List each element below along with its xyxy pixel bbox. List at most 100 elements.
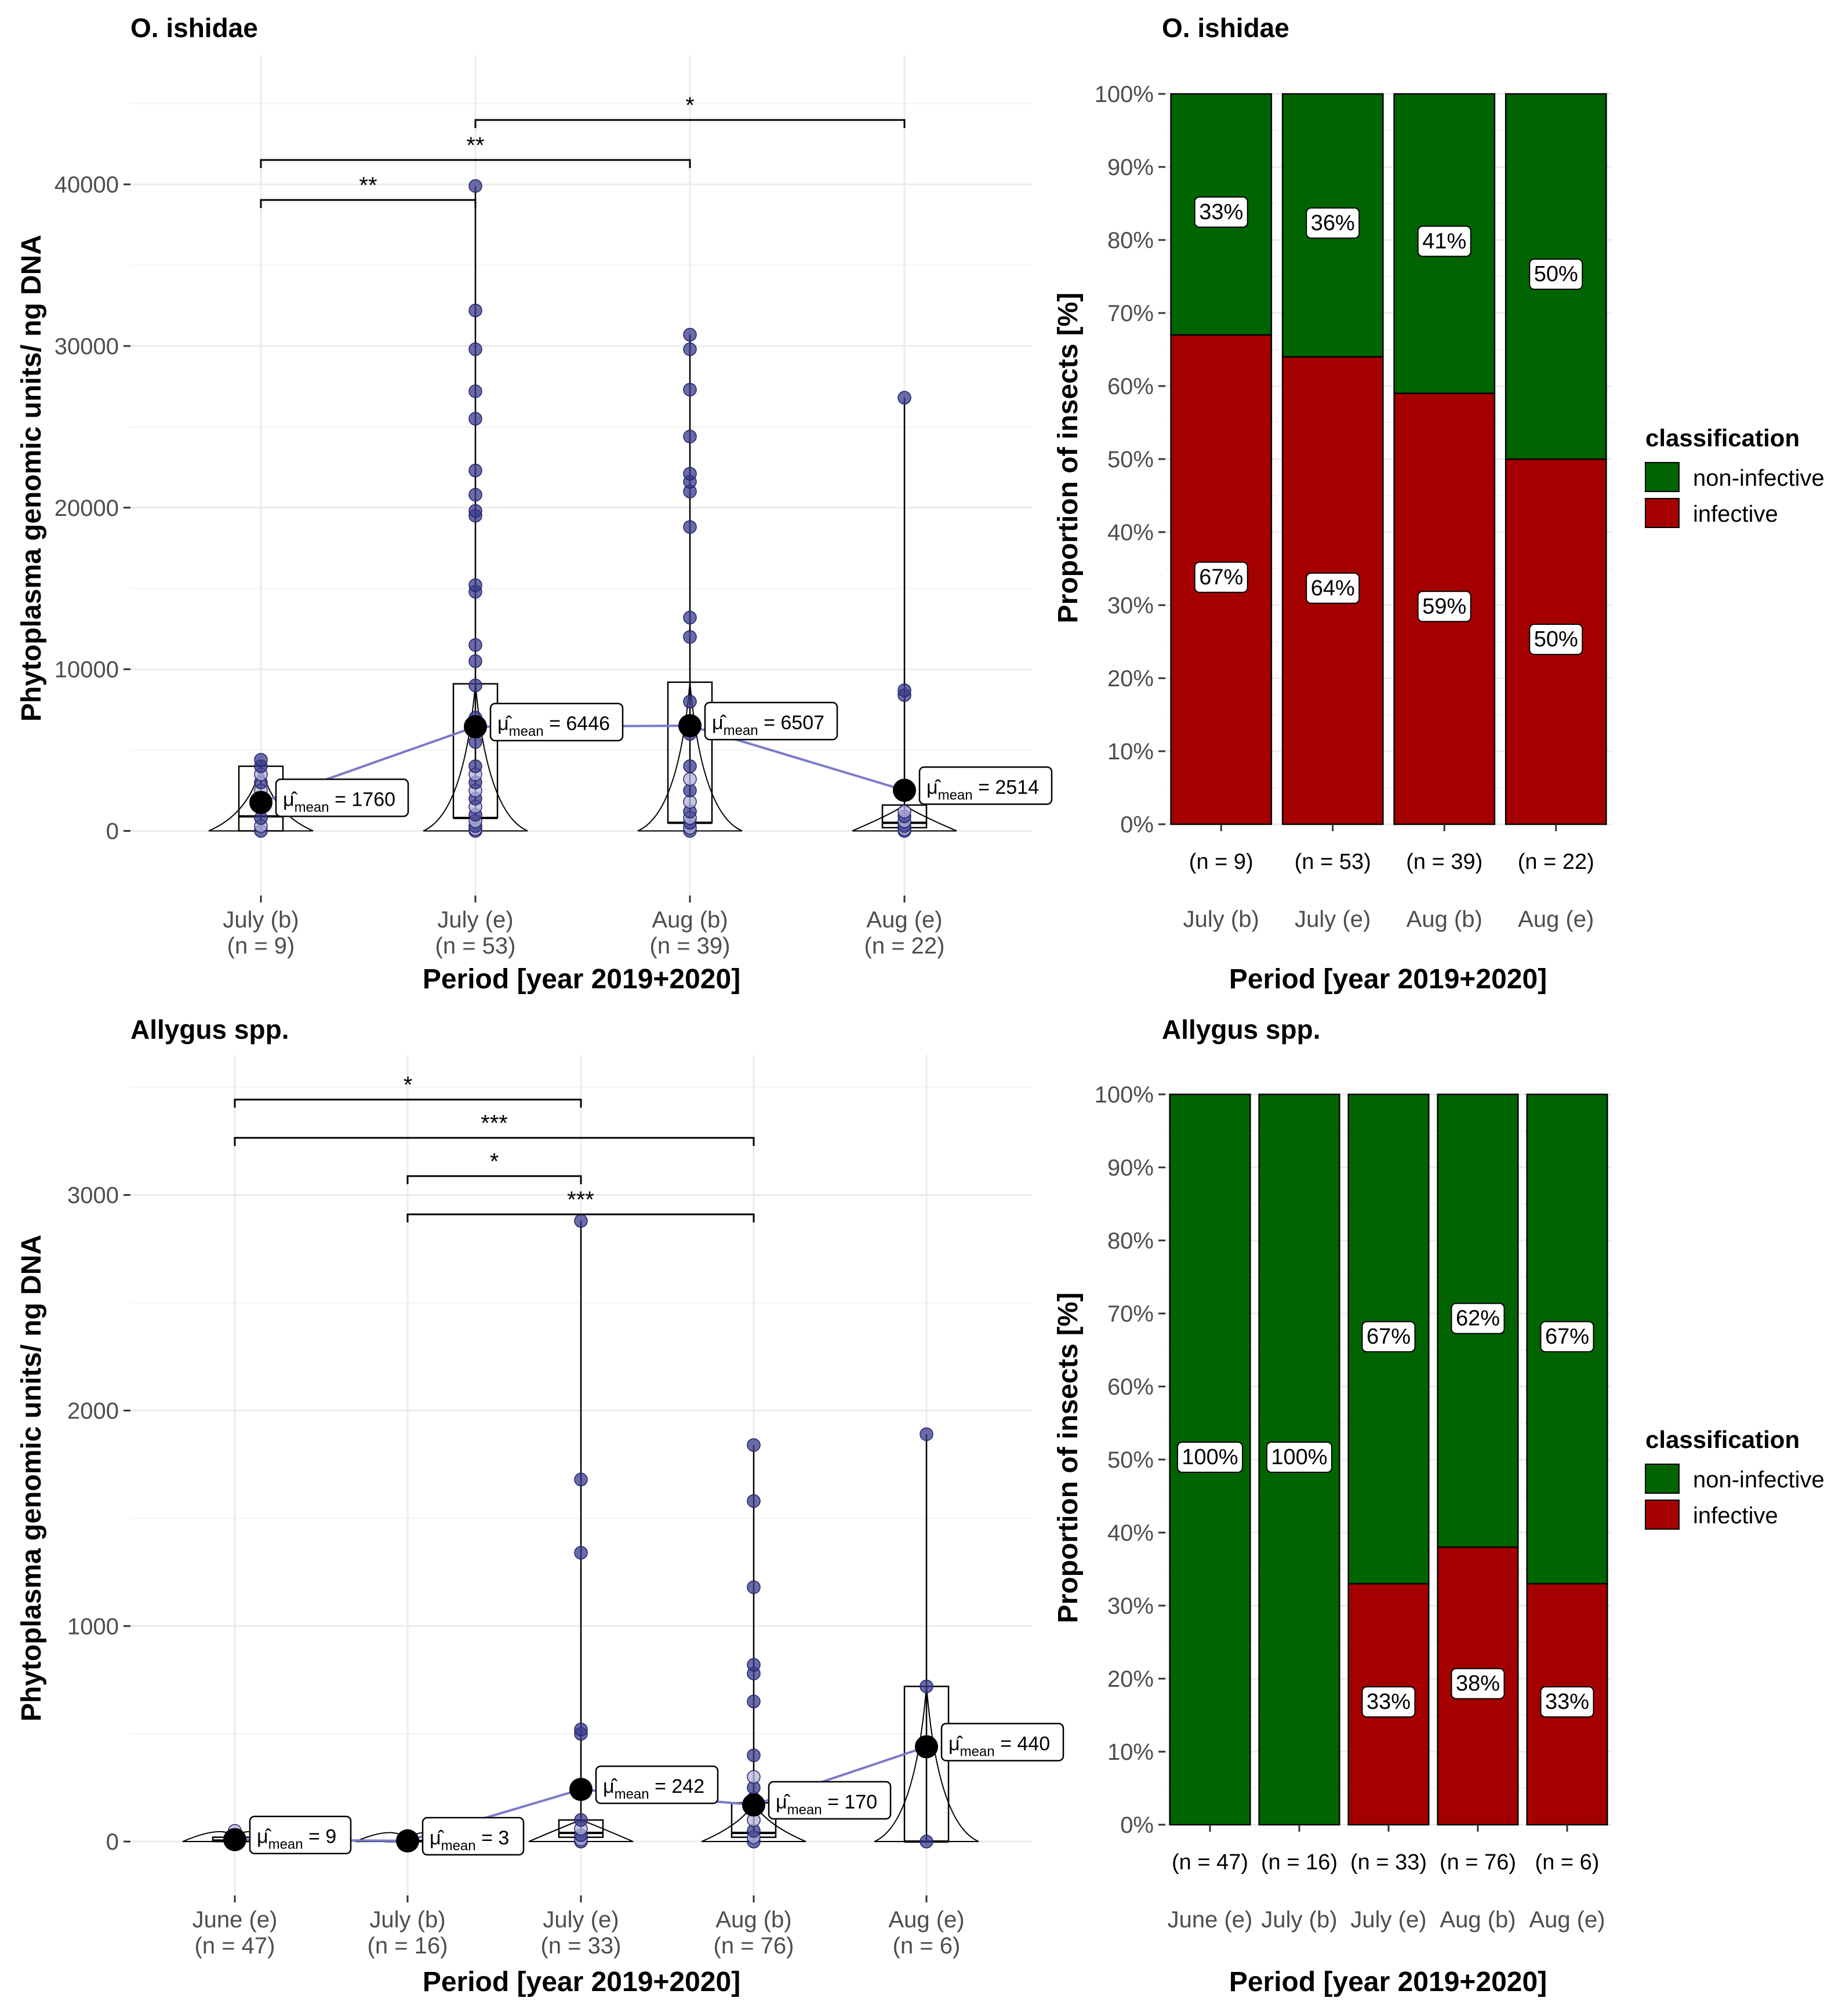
x-tick-label: July (e) [437,907,513,933]
bar-value-label-box [1194,196,1248,228]
mean-point [678,714,702,738]
x-tick-n-label: (n = 6) [893,1933,961,1959]
legend-swatch-infective [1645,1500,1680,1530]
mean-label-text: μ̂mean = 2514 [926,776,1039,803]
y-tick-label: 0 [106,1829,119,1855]
y-tick-label: 60% [1107,374,1154,399]
data-point [683,610,697,625]
y-tick-label: 100% [1095,82,1154,107]
x-axis: July (b)(n = 9)July (e)(n = 53)Aug (b)(n… [223,896,944,959]
y-tick-label: 3000 [67,1183,119,1209]
x-tick-n-label: (n = 47) [195,1933,275,1959]
data-point [683,759,697,773]
y-axis: 0% 10% 20% 30% 40% 50% 60% 70% 80% 90% 100% [1095,1082,1165,1838]
data-point [468,463,482,478]
stacked-bars: 100% 100% 33% 67% 38% 62% 33% 67% [1169,1093,1608,1826]
data-point [468,759,482,773]
x-n-label: (n = 16) [1261,1850,1338,1875]
bar-value-label: 33% [1367,1690,1411,1714]
x-axis-title: Period [year 2019+2020] [1229,964,1547,995]
x-n-label: (n = 33) [1350,1850,1427,1875]
x-axis: June (e)(n = 47) July (b)(n = 16) July (e)… [192,1895,965,1959]
data-point [683,520,697,534]
bar-value-label-box [1306,207,1360,239]
y-tick-label: 90% [1107,155,1154,180]
x-tick-n-label: (n = 9) [227,933,295,959]
x-tick-label: Aug (b) [715,1907,791,1933]
bar-value-label-box [1540,1321,1594,1353]
data-point [683,784,697,798]
data-point [747,1694,761,1709]
y-tick-label: 0% [1120,812,1154,838]
data-point [683,795,697,809]
significance-label: ** [466,133,484,158]
x-tick-n-label: (n = 22) [864,933,945,959]
panel-bar-o-ishidae: O. ishidae 0% 10% 20% 30% 40% 50% 60% 70% 80% 90%… [1053,13,1612,995]
x-n-label: (n = 6) [1535,1850,1600,1875]
data-point [468,654,482,668]
data-point [897,683,911,697]
data-point [683,772,697,786]
y-tick-label: 30000 [54,334,119,359]
significance-label: * [685,93,695,118]
mean-point [915,1735,938,1759]
data-point [683,430,697,443]
y-tick-label: 1000 [67,1614,119,1639]
data-point [468,638,482,652]
legend-swatch-infective [1645,498,1680,528]
data-point [747,1494,761,1508]
bar-value-label: 67% [1367,1324,1411,1349]
bar-value-label: 41% [1422,229,1466,253]
y-axis: 0% 10% 20% 30% 40% 50% 60% 70% 80% 90% 100% [1095,82,1165,838]
legend-title: classification [1645,1426,1800,1453]
data-point [747,1770,761,1784]
mean-point [223,1828,246,1851]
y-tick-label: 80% [1107,228,1154,253]
mean-label-box [918,766,1053,805]
data-point [468,487,482,502]
bar-value-label-box [1451,1668,1505,1700]
mean-point [569,1778,593,1802]
bar-value-label: 100% [1271,1445,1327,1469]
data-point [468,678,482,693]
x-axis-title: Period [year 2019+2020] [423,964,740,995]
data-point [683,630,697,644]
x-tick-label: July (b) [1261,1907,1337,1933]
y-axis: 0 10000 20000 30000 40000 [54,172,130,844]
bar-value-label-box [1529,624,1583,655]
mean-label-text: μ̂mean = 242 [603,1775,704,1802]
data-point [574,1546,588,1560]
mean-label-box [595,1765,719,1804]
x-tick-n-label: (n = 53) [435,933,516,959]
legend-label-non-infective: non-infective [1693,465,1825,491]
data-point [468,578,482,592]
data-point [747,1748,761,1763]
x-tick-n-label: (n = 76) [714,1933,794,1959]
panel-title: O. ishidae [130,13,258,43]
data-point [574,1722,588,1737]
bar-value-label-box [1177,1442,1243,1473]
x-tick-n-label: (n = 33) [541,1933,622,1959]
significance-brackets: ***** [260,93,906,208]
data-point [468,384,482,398]
significance-brackets: ******** [234,1072,755,1222]
significance-label: *** [567,1187,594,1213]
y-axis-title: Proportion of insects [%] [1053,1293,1084,1624]
data-point [254,753,268,767]
bar-value-label: 62% [1456,1307,1500,1331]
bar-value-label: 67% [1199,565,1243,589]
x-tick-label: Aug (e) [866,907,942,933]
mean-label-text: μ̂mean = 9 [257,1826,336,1853]
x-n-label: (n = 53) [1295,850,1371,874]
y-tick-label: 20% [1107,666,1154,692]
bar-value-label-box [1194,561,1248,593]
bar-value-label-box [1417,591,1471,623]
bar-value-label: 33% [1199,200,1243,224]
panel-title: O. ishidae [1162,13,1289,43]
legend-swatch-non-infective [1645,462,1680,492]
x-tick-label: July (e) [1295,907,1371,932]
mean-label-text: μ̂mean = 6507 [712,712,824,738]
y-tick-label: 10% [1107,1740,1154,1765]
significance-bracket [260,159,691,168]
